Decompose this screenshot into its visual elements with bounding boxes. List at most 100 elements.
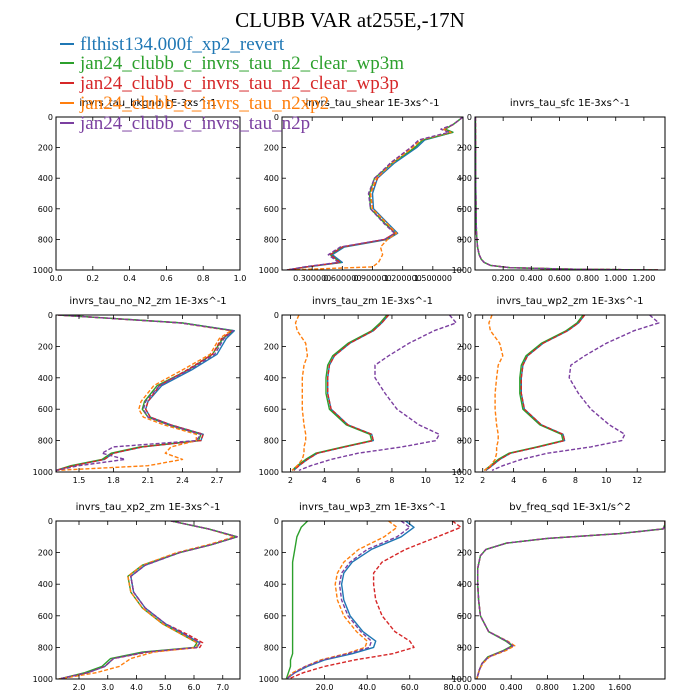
y-tick-label: 0 — [467, 311, 472, 320]
x-tick-label: 10 — [601, 476, 611, 485]
x-tick-label: 6 — [356, 476, 361, 485]
y-tick-label: 200 — [264, 549, 279, 558]
series-line — [285, 521, 415, 679]
panel-title: invrs_tau_bkgnd 1E-3xs^-1 — [79, 98, 216, 109]
y-tick-label: 400 — [38, 580, 53, 589]
y-tick-label: 600 — [264, 405, 279, 414]
x-tick-label: 0.600000 — [323, 274, 361, 283]
figure-title: CLUBB VAR at255E,-17N — [235, 8, 465, 32]
panel-title: invrs_tau_wp3_zm 1E-3xs^-1 — [299, 502, 446, 513]
x-tick-label: 1.5 — [73, 476, 86, 485]
series-group — [285, 521, 462, 679]
series-line — [286, 117, 463, 270]
x-tick-label: 6.0 — [188, 683, 201, 692]
y-tick-label: 800 — [38, 643, 53, 652]
y-tick-label: 1000 — [33, 675, 53, 684]
legend: flthist134.000f_xp2_revert jan24_clubb_c… — [60, 34, 404, 134]
y-tick-label: 800 — [264, 437, 279, 446]
y-tick-label: 1000 — [452, 468, 472, 477]
legend-label: flthist134.000f_xp2_revert — [80, 34, 285, 55]
panel-title: invrs_tau_zm 1E-3xs^-1 — [312, 296, 433, 307]
x-tick-label: 0.600 — [548, 274, 571, 283]
series-group — [286, 117, 463, 270]
y-tick-label: 800 — [457, 643, 472, 652]
series-line — [476, 521, 665, 679]
y-tick-label: 800 — [457, 437, 472, 446]
y-tick-label: 200 — [264, 144, 279, 153]
series-group — [56, 315, 236, 472]
panel-9: bv_freq_sqd 1E-3x1/s^2020040060080010000… — [452, 502, 666, 692]
y-tick-label: 600 — [38, 405, 53, 414]
series-line — [483, 315, 584, 471]
y-tick-label: 400 — [38, 174, 53, 183]
series-line — [286, 117, 463, 270]
series-line — [285, 521, 411, 679]
legend-entry: jan24_clubb_c_invrs_tau_n2p — [60, 113, 310, 134]
panel-1: invrs_tau_bkgnd 1E-3xs^-1 0 200 400 600 800 10… — [33, 98, 247, 283]
y-tick-label: 200 — [264, 342, 279, 351]
y-tick-label: 1000 — [259, 675, 279, 684]
y-tick-label: 1000 — [452, 675, 472, 684]
series-line — [285, 521, 309, 679]
series-line — [58, 521, 238, 679]
legend-entry: jan24_clubb_c_invrs_tau_n2_clear_wp3m — [60, 53, 404, 74]
series-group — [291, 315, 457, 472]
y-tick-label: 0 — [274, 311, 279, 320]
y-tick-label: 800 — [38, 235, 53, 244]
series-line — [475, 117, 659, 270]
series-line — [56, 315, 234, 472]
x-tick-label: 0.900000 — [353, 274, 391, 283]
panel-title: invrs_tau_sfc 1E-3xs^-1 — [510, 98, 630, 109]
y-tick-label: 200 — [457, 144, 472, 153]
y-tick-label: 1000 — [259, 266, 279, 275]
x-tick-label: 1.500000 — [414, 274, 452, 283]
x-tick-label: 2.7 — [211, 476, 224, 485]
series-line — [475, 117, 659, 270]
x-tick-label: 1.600 — [608, 683, 631, 692]
y-tick-label: 1000 — [259, 468, 279, 477]
x-tick-label: 0.0 — [50, 274, 63, 283]
y-tick-label: 0 — [48, 113, 53, 122]
plot-frame — [55, 116, 241, 271]
x-tick-label: 2.1 — [142, 476, 155, 485]
x-tick-label: 8 — [389, 476, 394, 485]
x-tick-label: 0.4 — [123, 274, 136, 283]
y-tick-label: 0 — [274, 113, 279, 122]
legend-entry: jan24_clubb_c_invrs_tau_n2xp2 — [60, 93, 329, 114]
panel-2: invrs_tau_shear 1E-3xs^-1 0 200 400 600 800 10… — [259, 98, 464, 283]
legend-label: jan24_clubb_c_invrs_tau_n2_clear_wp3m — [79, 53, 404, 74]
series-line — [485, 315, 586, 471]
y-tick-label: 600 — [264, 205, 279, 214]
y-tick-label: 600 — [38, 612, 53, 621]
series-line — [475, 117, 659, 270]
x-tick-label: 0.400 — [500, 683, 523, 692]
series-line — [476, 521, 665, 679]
series-line — [293, 315, 390, 471]
y-tick-label: 1000 — [33, 468, 53, 477]
x-tick-label: 0.800 — [576, 274, 599, 283]
plot-frame — [474, 116, 666, 271]
series-line — [56, 315, 236, 472]
x-tick-label: 2.0 — [73, 683, 86, 692]
x-tick-label: 5.0 — [159, 683, 172, 692]
series-line — [56, 315, 233, 472]
panel-6: invrs_tau_wp2_zm 1E-3xs^-1 0 200 400 600 800 1… — [452, 296, 666, 485]
x-tick-label: 2 — [288, 476, 293, 485]
series-group — [483, 315, 660, 472]
x-tick-label: 2 — [480, 476, 485, 485]
x-tick-label: 0.2 — [86, 274, 99, 283]
x-tick-label: 0.400 — [520, 274, 543, 283]
y-tick-label: 0 — [274, 517, 279, 526]
x-tick-label: 60.0 — [401, 683, 419, 692]
panel-4: invrs_tau_no_N2_zm 1E-3xs^-1 0 200 400 600 80… — [33, 296, 241, 485]
y-tick-label: 200 — [38, 342, 53, 351]
x-tick-label: 12 — [632, 476, 642, 485]
x-tick-label: 1.200000 — [384, 274, 422, 283]
x-tick-label: 1.000 — [604, 274, 627, 283]
series-line — [483, 315, 504, 471]
y-tick-label: 800 — [264, 235, 279, 244]
y-tick-label: 200 — [457, 549, 472, 558]
series-line — [291, 315, 309, 471]
legend-entry: flthist134.000f_xp2_revert — [60, 34, 285, 55]
